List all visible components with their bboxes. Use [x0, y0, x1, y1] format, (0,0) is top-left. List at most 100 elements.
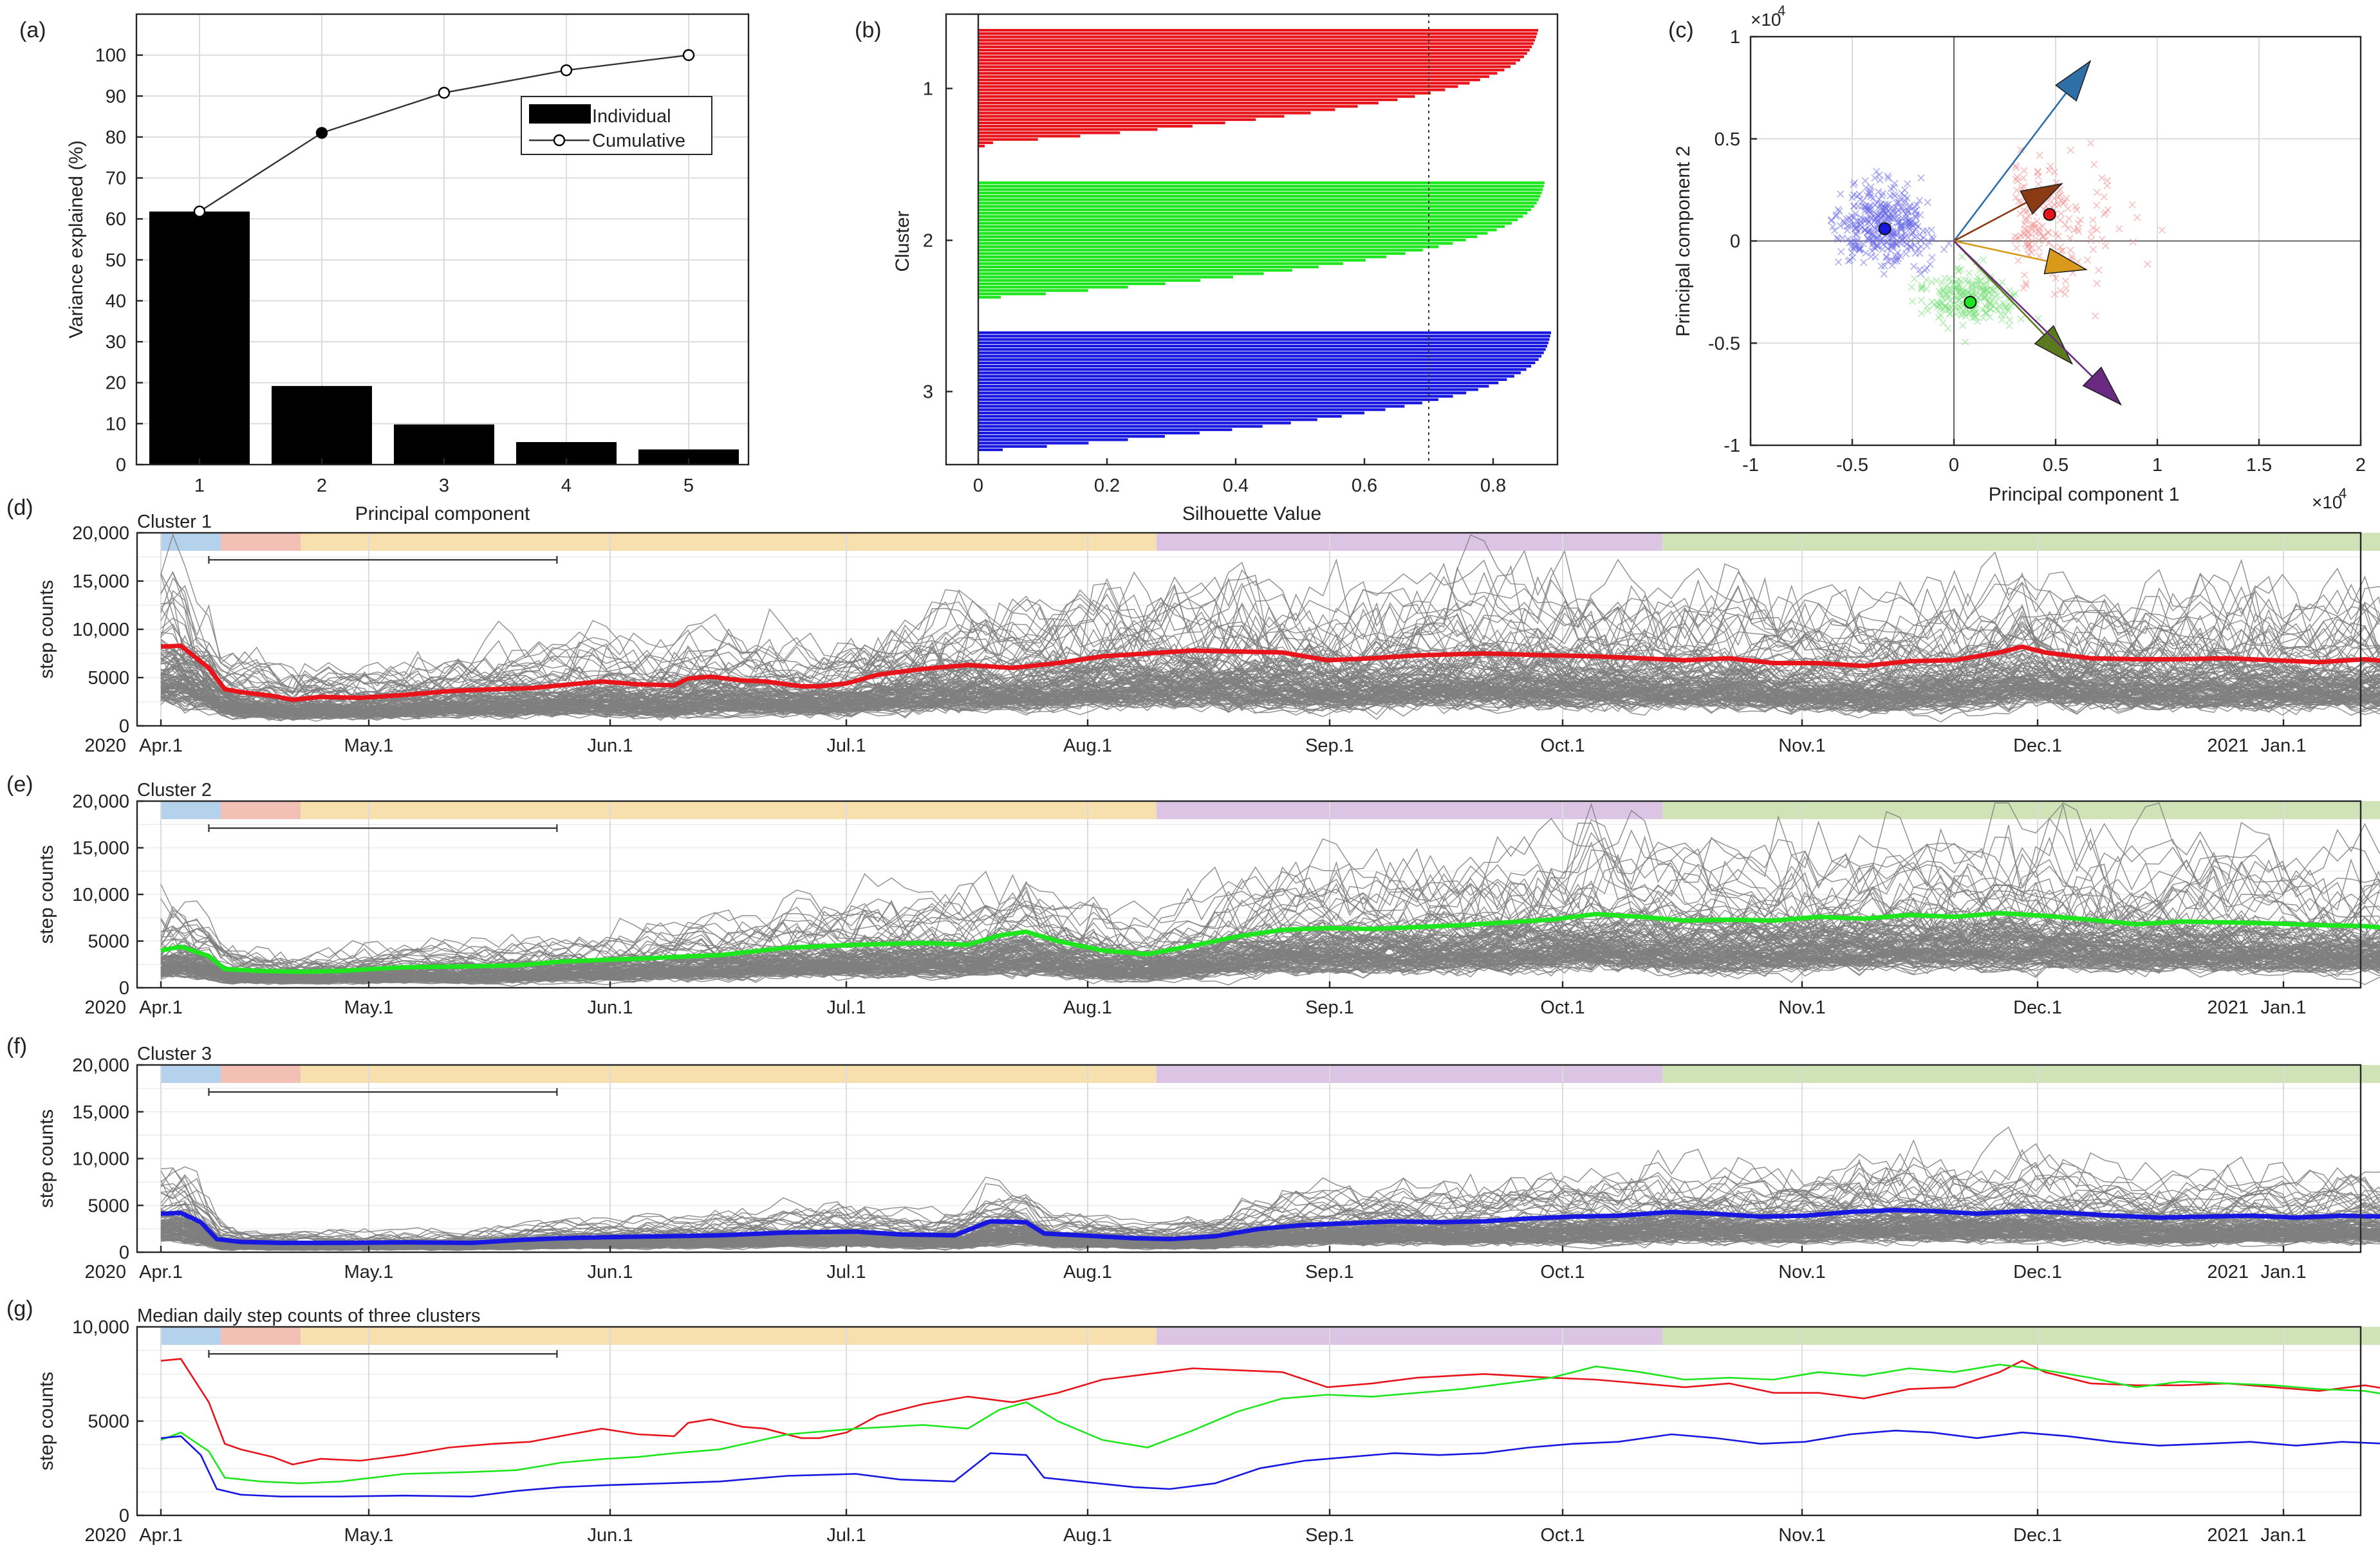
scatter-point-cluster-1 [2089, 246, 2097, 254]
scatter-point-cluster-3 [1916, 266, 1924, 273]
silhouette-bar-cluster-3 [978, 418, 1317, 421]
silhouette-bar-cluster-1 [978, 85, 1458, 88]
panel-label: (f) [6, 1034, 27, 1059]
individual-trace [160, 934, 2380, 982]
silhouette-bar-cluster-3 [978, 428, 1232, 431]
x-year-label: 2021 [2207, 1262, 2249, 1282]
scatter-point-cluster-3 [1892, 255, 1900, 263]
scatter-point-cluster-2 [1968, 285, 1976, 293]
phase-band-1 [161, 1327, 221, 1345]
silhouette-bar-cluster-2 [978, 201, 1537, 205]
silhouette-bar-cluster-1 [978, 35, 1536, 39]
scatter-point-cluster-3 [1923, 242, 1931, 250]
scatter-point-cluster-1 [2013, 187, 2021, 194]
x-tick-label: Dec.1 [2013, 1525, 2062, 1546]
scatter-point-cluster-1 [2045, 239, 2053, 247]
silhouette-bar-cluster-2 [978, 275, 1234, 279]
y-tick-label: 1 [1730, 27, 1740, 48]
individual-trace [160, 623, 2380, 710]
silhouette-bar-cluster-3 [978, 398, 1438, 402]
y-tick-label: 0 [119, 978, 129, 999]
x-tick-label: 0.4 [1223, 476, 1249, 496]
silhouette-bar-cluster-2 [978, 194, 1541, 198]
scatter-point-cluster-3 [1844, 223, 1852, 230]
y-exponent-label: ×10 [1751, 10, 1781, 30]
panel-label: (d) [6, 495, 33, 520]
scatter-point-cluster-3 [1899, 236, 1906, 244]
scatter-point-cluster-1 [2087, 139, 2094, 147]
individual-trace [160, 620, 2380, 705]
silhouette-bar-cluster-2 [978, 245, 1439, 248]
legend-label-cumulative: Cumulative [592, 131, 685, 151]
scatter-point-cluster-1 [2061, 290, 2069, 298]
scatter-point-cluster-3 [1881, 262, 1888, 270]
scatter-point-cluster-1 [2103, 181, 2111, 190]
x-tick-label: Oct.1 [1540, 1525, 1585, 1546]
scatter-point-cluster-3 [1869, 230, 1877, 238]
scatter-point-cluster-1 [2012, 194, 2020, 201]
centroid-cluster-1 [2043, 208, 2056, 221]
loading-arrowhead-4 [2034, 325, 2074, 365]
scatter-point-cluster-1 [2068, 253, 2076, 261]
silhouette-bar-cluster-2 [978, 248, 1423, 252]
scatter-point-cluster-3 [1925, 237, 1933, 246]
silhouette-bar-cluster-1 [978, 82, 1470, 85]
scatter-point-cluster-1 [2012, 176, 2020, 183]
y-axis-label: Variance explained (%) [66, 140, 87, 338]
individual-trace [160, 914, 2380, 983]
scatter-point-cluster-2 [1918, 310, 1926, 317]
centroid-cluster-3 [1878, 222, 1892, 236]
y-tick-label: 60 [106, 209, 126, 230]
x-year-label: 2021 [2207, 997, 2249, 1018]
x-tick-label: Jul.1 [826, 997, 866, 1018]
individual-trace [160, 1168, 2380, 1244]
x-year-label: 2020 [84, 1525, 126, 1546]
y-tick-label: 10,000 [72, 1317, 129, 1338]
silhouette-bar-cluster-2 [978, 252, 1406, 255]
panel-title: Median daily step counts of three cluste… [137, 1306, 481, 1326]
x-tick-label: Oct.1 [1540, 1262, 1585, 1282]
scatter-point-cluster-1 [2017, 232, 2025, 240]
panel-label: (c) [1668, 18, 1694, 42]
scatter-point-cluster-2 [1917, 285, 1925, 293]
silhouette-bar-cluster-1 [978, 29, 1538, 32]
scatter-point-cluster-3 [1902, 250, 1910, 257]
scatter-point-cluster-3 [1904, 223, 1912, 231]
scatter-point-cluster-2 [1990, 286, 1998, 294]
scatter-point-cluster-1 [2034, 172, 2042, 180]
scatter-point-cluster-2 [1933, 277, 1940, 284]
median-line-cluster [160, 911, 2380, 974]
silhouette-bar-cluster-3 [978, 331, 1551, 335]
panel-title: Cluster 2 [137, 780, 212, 800]
panel-e: 0 5000 10,000 15,000 20,000 Apr.1 May.1 Jun.1 Ju… [36, 780, 2380, 1018]
scatter-point-cluster-2 [1979, 288, 1987, 295]
scatter-point-cluster-1 [2087, 237, 2095, 245]
individual-trace [160, 621, 2380, 709]
silhouette-bar-cluster-2 [978, 279, 1201, 282]
scatter-point-cluster-3 [1839, 234, 1846, 242]
scatter-point-cluster-3 [1834, 205, 1842, 214]
y-axis-label: step counts [36, 845, 57, 943]
y-exponent-power: 4 [1778, 3, 1785, 19]
individual-trace [160, 669, 2380, 719]
silhouette-bar-cluster-2 [978, 235, 1478, 238]
scatter-point-cluster-1 [2020, 271, 2029, 279]
scatter-point-cluster-1 [2084, 256, 2092, 264]
scatter-point-cluster-3 [1827, 217, 1835, 225]
scatter-point-cluster-2 [1959, 288, 1967, 295]
x-tick-label: Sep.1 [1305, 1262, 1354, 1282]
silhouette-bar-cluster-1 [978, 118, 1256, 121]
scatter-point-cluster-3 [1895, 198, 1903, 206]
silhouette-bar-cluster-2 [978, 268, 1292, 272]
scatter-point-cluster-1 [2100, 210, 2108, 218]
phase-band-2 [221, 801, 301, 819]
silhouette-bar-cluster-3 [978, 375, 1514, 378]
scatter-point-cluster-3 [1877, 263, 1885, 270]
loading-arrowhead-5 [2082, 366, 2122, 406]
scatter-point-cluster-2 [1955, 266, 1963, 274]
scatter-point-cluster-3 [1893, 252, 1901, 260]
x-tick-label: 4 [561, 476, 572, 496]
y-tick-label: 0.5 [1715, 129, 1740, 150]
individual-trace [160, 666, 2380, 715]
